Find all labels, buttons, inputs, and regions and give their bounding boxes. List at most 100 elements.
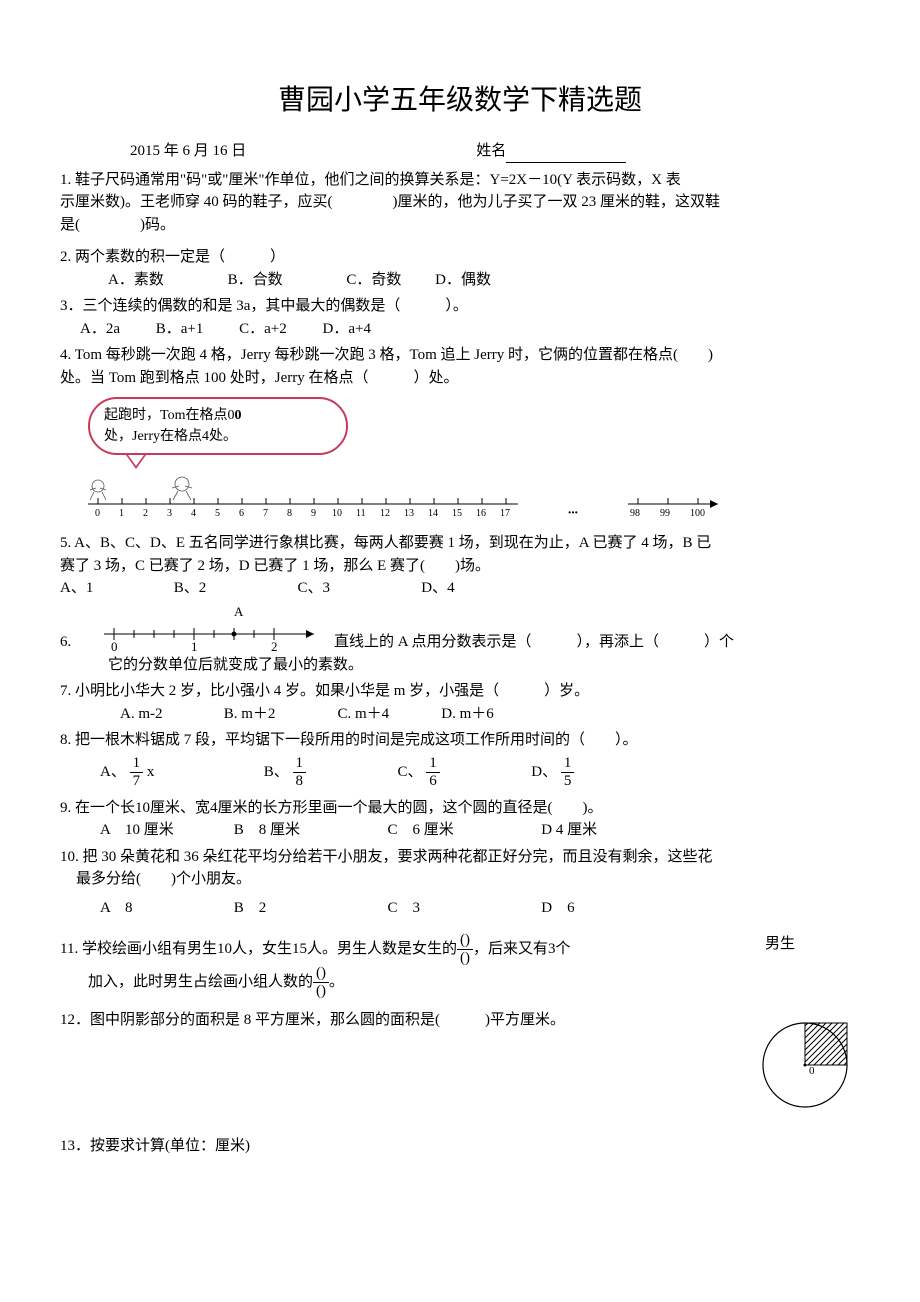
q2-opt-c: C．奇数 (346, 269, 401, 292)
q7-text: 7. 小明比小华大 2 岁，比小强小 4 岁。如果小华是 m 岁，小强是（ ）岁… (60, 680, 860, 703)
frac-num: () (313, 966, 329, 981)
name-label: 姓名 (476, 143, 506, 159)
q5-opt-b: B、2 (174, 577, 294, 600)
q11-frac1: ()() (457, 933, 473, 966)
svg-text:3: 3 (167, 508, 172, 519)
q11: 11. 学校绘画小组有男生10人，女生15人。男生人数是女生的()()，后来又有… (60, 933, 860, 999)
q7-opt-a: A. m-2 (120, 703, 220, 726)
svg-text:6: 6 (239, 508, 244, 519)
q11-line2b: 。 (329, 974, 344, 990)
ruler-svg-icon: 01234567891011121314151617 ··· 9899100 (88, 472, 788, 522)
svg-text:100: 100 (690, 508, 705, 519)
q2-opt-a: A．素数 (108, 269, 164, 292)
q5: 5. A、B、C、D、E 五名同学进行象棋比赛，每两人都要赛 1 场，到现在为止… (60, 532, 860, 600)
bubble-line2: 处，Jerry在格点4处。 (104, 426, 332, 447)
q6-numberline-icon: A 0 1 2 (94, 604, 324, 654)
q12: 12．图中阴影部分的面积是 8 平方厘米，那么圆的面积是( )平方厘米。 0 (60, 1009, 860, 1115)
page-title: 曹园小学五年级数学下精选题 (60, 80, 860, 122)
q8-b-label: B、 (264, 763, 289, 779)
frac-den: 7 (130, 774, 144, 789)
q11-line1: 11. 学校绘画小组有男生10人，女生15人。男生人数是女生的()()，后来又有… (60, 933, 700, 966)
q5-options: A、1 B、2 C、3 D、4 (60, 577, 860, 600)
q2-text: 2. 两个素数的积一定是（ ） (60, 246, 860, 269)
q10-opt-d: D 6 (541, 897, 574, 920)
q9-opt-a: A 10 厘米 (100, 819, 230, 842)
q6: 6. A 0 1 2 (60, 604, 860, 677)
svg-text:8: 8 (287, 508, 292, 519)
q8-d-frac: 15 (561, 756, 575, 789)
svg-text:9: 9 (311, 508, 316, 519)
q10-options: A 8 B 2 C 3 D 6 (100, 897, 860, 920)
q8-opt-c: C、 16 (398, 756, 528, 789)
svg-text:0: 0 (111, 639, 118, 654)
q1-line3: 是( )码。 (60, 214, 860, 237)
q10-opt-b: B 2 (234, 897, 384, 920)
svg-text:7: 7 (263, 508, 268, 519)
svg-text:4: 4 (191, 508, 196, 519)
q8-opt-b: B、 18 (264, 756, 394, 789)
q7: 7. 小明比小华大 2 岁，比小强小 4 岁。如果小华是 m 岁，小强是（ ）岁… (60, 680, 860, 725)
frac-den: 5 (561, 774, 575, 789)
q7-opt-b: B. m＋2 (224, 703, 334, 726)
q11-line2: 加入，此时男生占绘画小组人数的() ()。 (88, 966, 700, 999)
svg-text:14: 14 (428, 508, 438, 519)
q8-b-frac: 18 (293, 756, 307, 789)
q9: 9. 在一个长10厘米、宽4厘米的长方形里画一个最大的圆，这个圆的直径是( )。… (60, 797, 860, 842)
q11-side: 男生 (700, 933, 860, 956)
q13: 13．按要求计算(单位：厘米) (60, 1135, 860, 1158)
q5-line1: 5. A、B、C、D、E 五名同学进行象棋比赛，每两人都要赛 1 场，到现在为止… (60, 532, 860, 555)
frac-num: 1 (561, 756, 575, 771)
svg-text:10: 10 (332, 508, 342, 519)
svg-text:2: 2 (271, 639, 278, 654)
frac-num: () (457, 933, 473, 948)
q7-opt-d: D. m＋6 (441, 703, 494, 726)
bubble-l1: 起跑时，Tom在格点0 (104, 408, 234, 423)
q3-opt-a: A．2a (80, 318, 120, 341)
q9-opt-d: D 4 厘米 (541, 819, 597, 842)
q6-text2: 它的分数单位后就变成了最小的素数。 (108, 654, 860, 677)
frac-den: 6 (426, 774, 440, 789)
q10-line1: 10. 把 30 朵黄花和 36 朵红花平均分给若干小朋友，要求两种花都正好分完… (60, 846, 860, 869)
q4-line2: 处。当 Tom 跑到格点 100 处时，Jerry 在格点（ ）处。 (60, 367, 860, 390)
q9-text: 9. 在一个长10厘米、宽4厘米的长方形里画一个最大的圆，这个圆的直径是( )。 (60, 797, 860, 820)
q10-opt-a: A 8 (100, 897, 230, 920)
svg-text:0: 0 (95, 508, 100, 519)
q8-c-label: C、 (398, 763, 423, 779)
frac-num: 1 (293, 756, 307, 771)
q2-opt-d: D．偶数 (435, 269, 491, 292)
svg-text:···: ··· (568, 508, 578, 519)
q5-opt-d: D、4 (421, 577, 454, 600)
q5-opt-a: A、1 (60, 577, 170, 600)
q2-options: A．素数 B．合数 C．奇数 D．偶数 (108, 269, 860, 292)
bubble-box: 起跑时，Tom在格点00 处，Jerry在格点4处。 (88, 397, 348, 455)
name-blank (506, 162, 626, 163)
q8-text: 8. 把一根木料锯成 7 段，平均锯下一段所用的时间是完成这项工作所用时间的（ … (60, 729, 860, 752)
svg-text:1: 1 (191, 639, 198, 654)
q10-opt-c: C 3 (388, 897, 538, 920)
q2-opt-b: B．合数 (228, 269, 283, 292)
bubble-line1: 起跑时，Tom在格点00 (104, 405, 332, 426)
q10-line2: 最多分给( )个小朋友。 (76, 868, 860, 891)
q9-opt-c: C 6 厘米 (388, 819, 538, 842)
q3-opt-d: D．a+4 (323, 318, 371, 341)
q11-frac2: () () (313, 966, 329, 999)
svg-text:2: 2 (143, 508, 148, 519)
frac-den: 8 (293, 774, 307, 789)
q8-a-frac: 17 (130, 756, 144, 789)
q8-c-frac: 16 (426, 756, 440, 789)
q13-text: 13．按要求计算(单位：厘米) (60, 1135, 860, 1158)
svg-text:16: 16 (476, 508, 486, 519)
q10: 10. 把 30 朵黄花和 36 朵红花平均分给若干小朋友，要求两种花都正好分完… (60, 846, 860, 920)
q8: 8. 把一根木料锯成 7 段，平均锯下一段所用的时间是完成这项工作所用时间的（ … (60, 729, 860, 789)
q3-options: A．2a B．a+1 C．a+2 D．a+4 (80, 318, 860, 341)
svg-text:11: 11 (356, 508, 366, 519)
svg-text:13: 13 (404, 508, 414, 519)
speech-bubble: 起跑时，Tom在格点00 处，Jerry在格点4处。 (88, 397, 348, 466)
q7-opt-c: C. m＋4 (338, 703, 438, 726)
q11-line2a: 加入，此时男生占绘画小组人数的 (88, 974, 313, 990)
frac-den: () (313, 984, 329, 999)
circle-diagram-icon: 0 (750, 1015, 860, 1115)
q5-line2: 赛了 3 场，C 已赛了 2 场，D 已赛了 1 场，那么 E 赛了( )场。 (60, 555, 860, 578)
svg-text:1: 1 (119, 508, 124, 519)
page-container: 曹园小学五年级数学下精选题 2015 年 6 月 16 日 姓名 1. 鞋子尺码… (0, 0, 920, 1202)
